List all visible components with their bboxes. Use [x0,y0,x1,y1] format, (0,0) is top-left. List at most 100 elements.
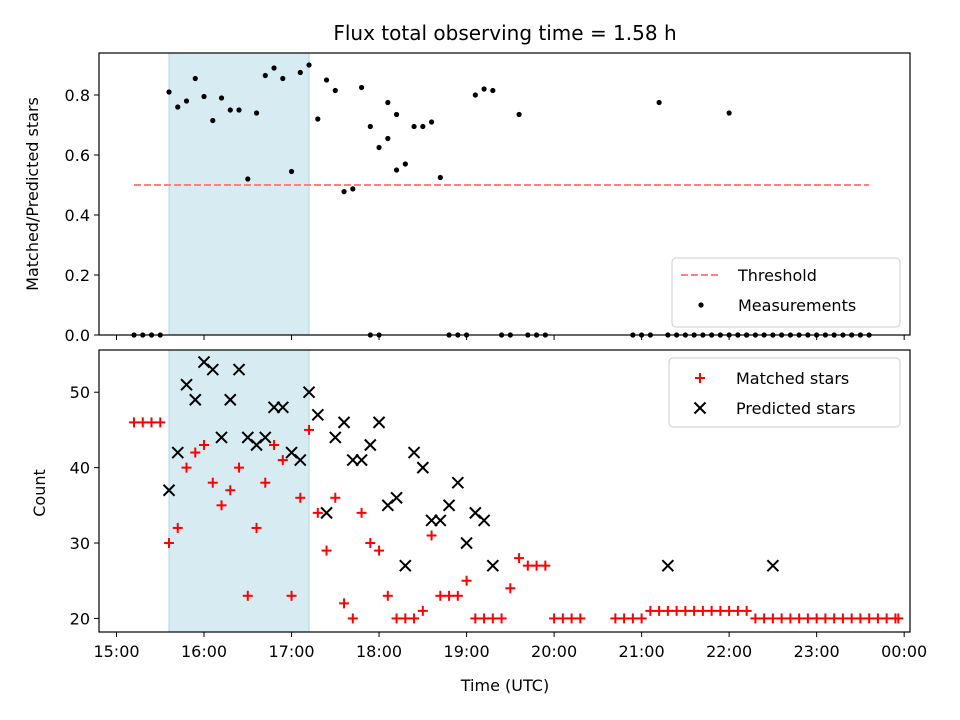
measurements-legend-label: Measurements [738,296,856,315]
predicted-star-point [320,506,333,520]
x-tick-label: 15:00 [93,642,139,661]
top-y-tick-label: 0.4 [65,206,90,225]
top-y-tick-label: 0.2 [65,266,90,285]
matched-star-point [619,613,630,624]
measurement-point [262,72,268,79]
predicted-star-point [189,393,202,406]
bottom-y-tick-label: 50 [70,383,90,402]
measurement-point [656,99,662,106]
matched-star-point [741,605,752,616]
matched-star-point [881,613,892,624]
measurement-point [210,117,216,124]
bottom-shaded-region [168,349,310,633]
measurement-point [472,92,478,98]
measurement-point [385,135,391,142]
predicted-star-point [434,514,447,527]
matched-star-point [496,613,507,624]
matched-star-point [321,545,332,556]
measurement-point [402,161,408,167]
measurement-point [516,111,522,118]
matched-star-point [549,613,560,624]
measurement-point [490,87,496,94]
bottom-legend: Matched stars Predicted stars [668,357,901,428]
matched-star-point [645,605,656,616]
predicted-star-point [355,453,368,467]
matched-star-point [129,417,140,428]
predicted-star-point [390,491,403,504]
matched-star-point [540,560,551,571]
top-y-tick-label: 0.6 [65,146,90,165]
predicted-star-point [346,453,360,467]
matched-star-point [487,613,498,624]
matched-star-point [697,605,708,616]
matched-star-point [872,613,883,624]
x-tick-label: 19:00 [444,642,490,661]
bottom-y-tick-label: 30 [70,534,90,553]
matched-star-point [855,613,866,624]
predicted-star-point [302,386,316,399]
predicted-star-point [425,514,438,527]
x-tick-label: 00:00 [881,642,927,661]
matched-star-point [181,462,192,473]
top-y-tick-label: 0.8 [65,86,90,105]
bottom-y-tick-label: 40 [70,459,90,478]
measurement-point [332,87,338,94]
matched-star-point [829,613,840,624]
predicted-star-point [364,438,377,452]
matched-star-point [680,605,691,616]
matched-star-point [706,605,717,616]
matched-star-point [864,613,875,624]
measurement-point [437,174,443,181]
measurement-point [166,89,172,95]
predicted-star-point [766,559,780,572]
matched-star-point [671,605,682,616]
predicted-star-point [442,499,456,512]
x-tick-label: 16:00 [181,642,227,661]
matched-star-point [190,447,201,458]
matched-star-point [461,575,472,586]
predicted-star-point [224,393,237,406]
matched-star-point [269,440,280,451]
matched-star-point [557,613,568,624]
matched-star-point [610,613,621,624]
measurement-point [411,123,417,130]
measurements-legend-marker [698,302,704,308]
matched-star-point [759,613,770,624]
matched-star-point [522,560,533,571]
matched-star-point [627,613,638,624]
measurement-point [227,107,233,113]
matched-star-point [444,590,455,601]
top-y-tick-label: 0.0 [65,326,90,345]
matched-star-point [566,613,577,624]
predicted-star-point [206,363,219,376]
predicted-star-point [486,559,500,572]
predicted-star-point [162,484,176,497]
predicted-star-point [477,514,491,527]
matched-star-point [654,605,665,616]
top-legend: Threshold Measurements [671,257,901,328]
bottom-legend-box [668,357,901,428]
predicted-star-point [451,476,465,489]
measurement-point [201,93,207,100]
predicted-star-point [259,431,272,444]
predicted-legend-label: Predicted stars [736,399,856,418]
predicted-star-point [416,461,430,474]
matched-legend-marker [695,373,705,383]
matched-star-point [514,553,525,564]
predicted-star-point [337,416,351,429]
measurement-point [428,119,435,125]
predicted-star-point [311,408,325,422]
x-tick-label: 21:00 [619,642,665,661]
measurement-point [288,168,295,175]
predicted-star-point [661,559,675,572]
matched-star-point [505,583,516,594]
matched-star-point [479,613,490,624]
measurement-point [297,69,303,76]
matched-star-point [137,417,148,428]
measurement-point [358,84,365,91]
matched-star-point [347,613,358,624]
matched-star-point [172,522,183,533]
matched-star-point [724,605,735,616]
measurement-point [175,104,181,110]
